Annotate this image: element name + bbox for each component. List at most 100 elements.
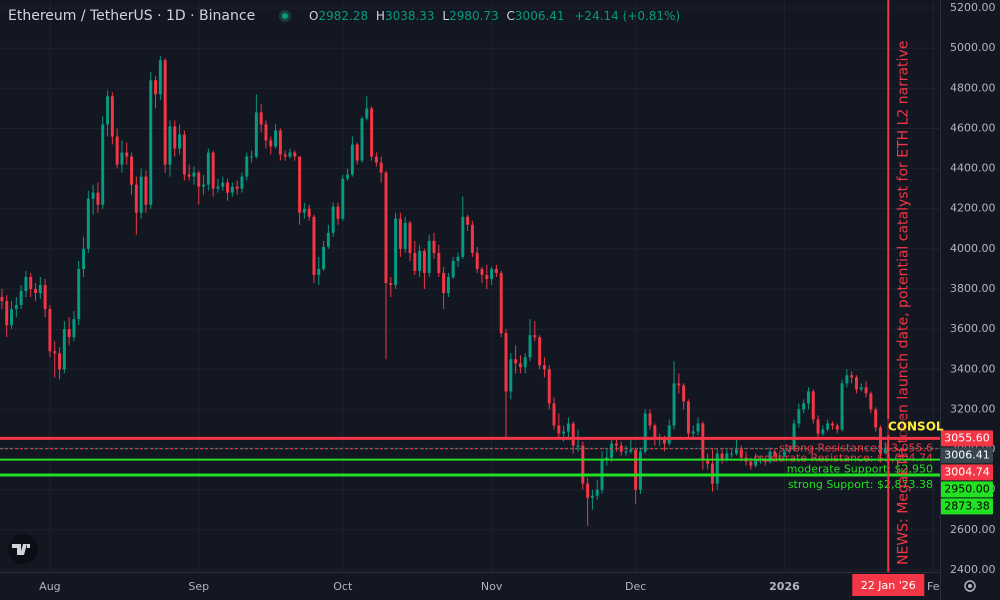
- x-tick-label: 2026: [769, 580, 800, 593]
- candle-body: [461, 216, 465, 257]
- candle-body: [509, 359, 513, 392]
- candle-body: [274, 130, 278, 147]
- candle-body: [154, 80, 158, 95]
- candle-body: [14, 305, 18, 310]
- candle-body: [859, 387, 863, 390]
- candle-body: [192, 172, 196, 177]
- candle-body: [442, 272, 446, 294]
- candle-body: [538, 337, 542, 366]
- candle-body: [427, 240, 431, 273]
- settings-gear: [964, 580, 976, 592]
- price-tag: [941, 498, 993, 515]
- candle-body: [360, 118, 364, 161]
- candle-body: [173, 126, 177, 149]
- candle-body: [691, 431, 695, 434]
- candle-body: [720, 453, 724, 460]
- status-dot: [282, 13, 288, 19]
- x-tick-label: Fe: [927, 580, 940, 593]
- candle-body: [470, 224, 474, 253]
- candle-body: [5, 301, 9, 326]
- y-tick-label: 4600.00: [950, 121, 996, 134]
- candle-body: [86, 198, 90, 249]
- candle-body: [672, 383, 676, 426]
- candle-body: [34, 289, 38, 294]
- change-value: +24.14 (+0.81%): [574, 9, 680, 23]
- candle-body: [389, 282, 393, 285]
- header: Ethereum / TetherUS · 1D · Binance O2982…: [8, 8, 680, 24]
- candle-body: [317, 268, 321, 275]
- price-tag: [941, 447, 993, 464]
- candle-body: [667, 425, 671, 444]
- candle-body: [91, 192, 95, 199]
- price-tag-label: 3055.60: [944, 431, 990, 444]
- ohlc-readout: O2982.28 H3038.33 L2980.73 C3006.41 +24.…: [309, 9, 680, 23]
- y-tick-label: 4200.00: [950, 202, 996, 215]
- ohlc-key: L: [442, 9, 449, 23]
- annotation-bg: [886, 419, 940, 435]
- candle-body: [96, 192, 100, 205]
- candle-body: [394, 218, 398, 285]
- candle-body: [269, 140, 273, 147]
- candle-body: [446, 276, 450, 294]
- candle-body: [739, 449, 743, 458]
- candle-body: [696, 423, 700, 432]
- y-tick-label: 2600.00: [950, 523, 996, 536]
- settings-button[interactable]: [964, 580, 976, 592]
- candle-body: [778, 455, 782, 457]
- candle-body: [178, 134, 182, 149]
- y-tick-label: 5200.00: [950, 1, 996, 14]
- candle-body: [787, 449, 791, 452]
- candle-body: [250, 156, 254, 158]
- x-tick-label: Sep: [188, 580, 209, 593]
- candle-body: [355, 144, 359, 161]
- candle-body: [67, 329, 71, 338]
- candle-body: [259, 112, 263, 125]
- price-tag-label: 2950.00: [944, 482, 990, 495]
- tradingview-logo[interactable]: [8, 534, 38, 564]
- candle-body: [331, 206, 335, 233]
- candle-body: [197, 172, 201, 187]
- settings-hub: [968, 584, 972, 588]
- candle-body: [542, 365, 546, 370]
- ohlc-value: 2982.28: [318, 9, 368, 23]
- candle-body: [226, 182, 230, 193]
- x-tick-label: Oct: [333, 580, 353, 593]
- price-tag: [941, 481, 993, 498]
- candle-body: [235, 186, 239, 189]
- y-tick-label: 3600.00: [950, 322, 996, 335]
- candle-body: [211, 152, 215, 189]
- candle-body: [341, 178, 345, 219]
- candle-body: [802, 403, 806, 410]
- candle-body: [298, 156, 302, 213]
- candle-body: [187, 174, 191, 177]
- candle-body: [643, 413, 647, 452]
- level-label: strong Resistance: $3,055.6: [779, 441, 933, 454]
- logo-mark: [12, 544, 30, 555]
- candle-body: [125, 152, 129, 157]
- candle-body: [230, 186, 234, 193]
- candle-body: [566, 423, 570, 432]
- candle-body: [403, 222, 407, 249]
- date-tag-label: 22 Jan '26: [861, 579, 916, 592]
- candle-body: [514, 359, 518, 364]
- candle-body: [763, 459, 767, 462]
- candle-body: [840, 383, 844, 430]
- candle-body: [638, 451, 642, 490]
- candle-body: [706, 459, 710, 464]
- candle-body: [139, 176, 143, 213]
- candle-body: [499, 272, 503, 334]
- candle-body: [605, 457, 609, 460]
- candles: [0, 56, 887, 526]
- y-tick-label: 4400.00: [950, 162, 996, 175]
- candle-body: [29, 276, 33, 290]
- candle-body: [307, 208, 311, 217]
- candle-body: [245, 156, 249, 177]
- candle-body: [293, 152, 297, 157]
- y-tick-label: 4000.00: [950, 242, 996, 255]
- y-tick-label: 3200.00: [950, 402, 996, 415]
- price-tag-label: 3004.74: [944, 465, 990, 478]
- candle-body: [850, 375, 854, 378]
- price-tag: [941, 430, 993, 447]
- candle-body: [576, 445, 580, 447]
- candle-body: [48, 309, 52, 352]
